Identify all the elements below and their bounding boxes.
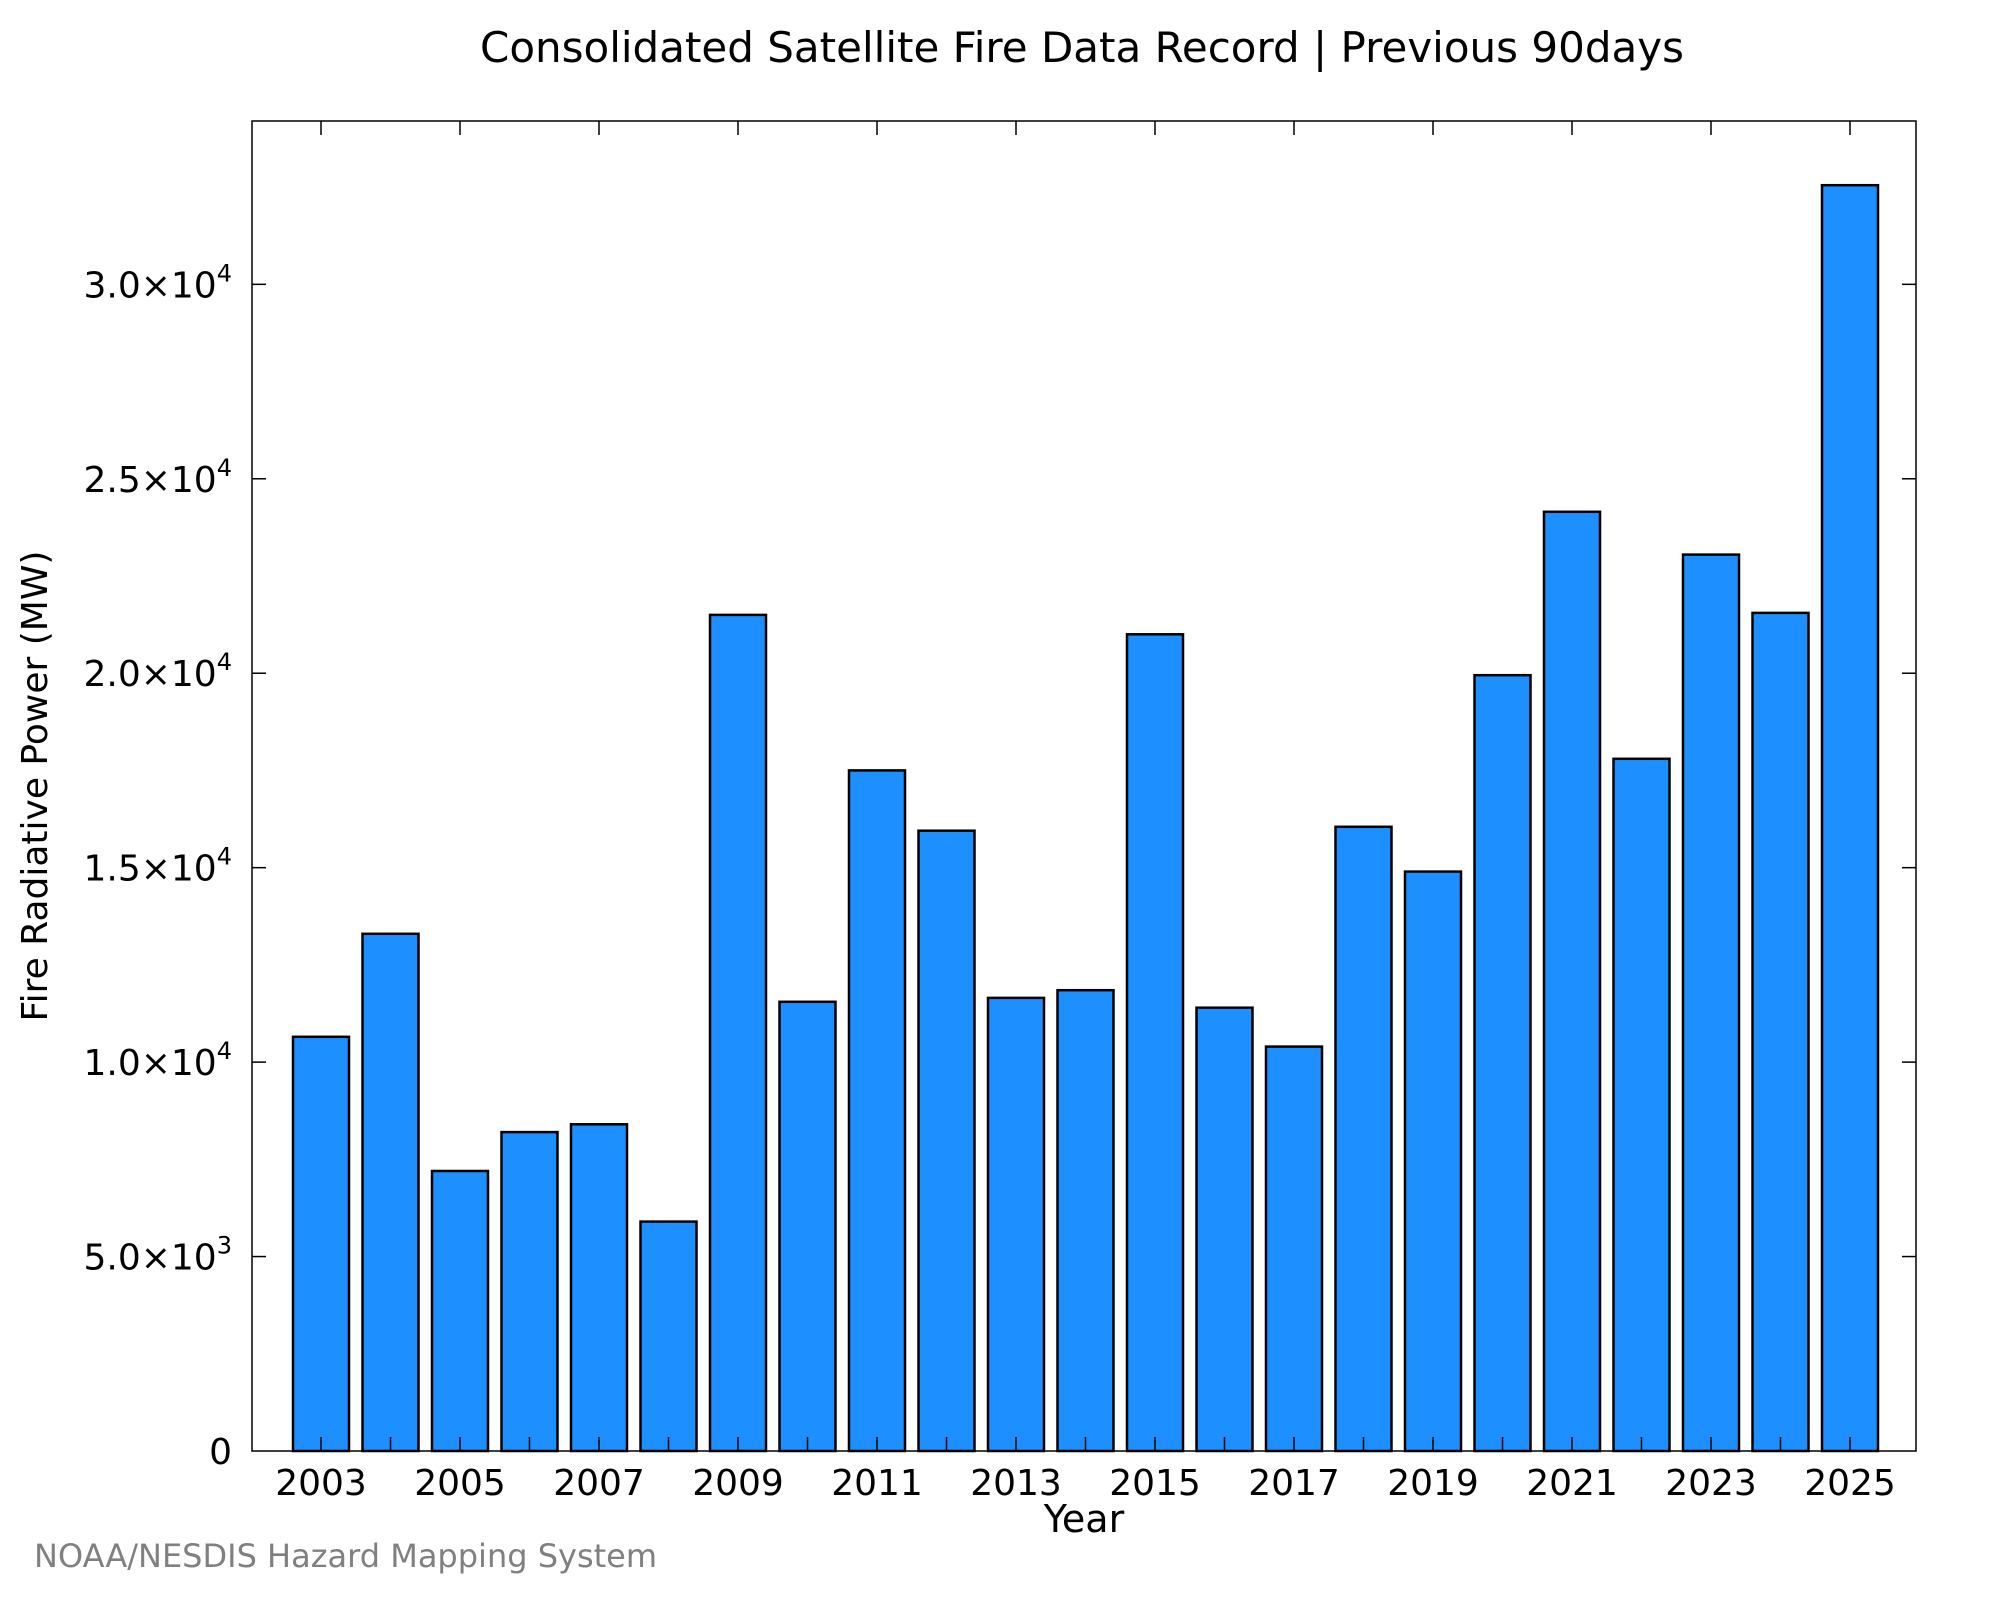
x-axis-title: Year [1043,1497,1125,1541]
bar-2011 [847,769,907,1453]
x-tick-label: 2013 [970,1463,1062,1504]
bar-2004 [361,932,420,1453]
y-tick-label: 5.0×103 [83,1232,232,1279]
ticks-layer [252,121,1916,1451]
bar-2005 [430,1169,490,1453]
source-credit: NOAA/NESDIS Hazard Mapping System [34,1537,658,1575]
y-tick-labels: 0 5.0×103 1.0×104 1.5×104 2.0×104 2.5×104 3.0×… [83,259,232,1473]
bar-2008 [639,1220,698,1453]
bar-2025 [1820,183,1880,1453]
y-tick-label: 0 [209,1432,232,1473]
y-tick-label: 2.0×104 [83,648,232,695]
bar-2015 [1125,633,1185,1453]
bar-2024 [1751,611,1810,1453]
bar-2014 [1056,988,1115,1453]
bar-2003 [291,1035,351,1453]
x-tick-label: 2019 [1387,1463,1479,1504]
x-tick-label: 2011 [831,1463,923,1504]
bar-2007 [569,1123,629,1453]
bar-2018 [1334,825,1393,1453]
bar-2020 [1473,673,1532,1453]
y-tick-label: 1.5×104 [83,843,232,890]
bar-2021 [1542,510,1602,1453]
y-tick-label: 2.5×104 [83,454,232,501]
bar-2009 [708,613,768,1453]
bar-2022 [1612,757,1671,1453]
x-tick-labels: 2003 2005 2007 2009 2011 2013 2015 2017 2019 2021… [275,1463,1896,1504]
bar-2017 [1264,1045,1324,1453]
bar-2006 [500,1130,559,1453]
x-tick-label: 2025 [1804,1463,1896,1504]
x-tick-label: 2017 [1248,1463,1340,1504]
bar-2010 [778,1000,837,1453]
x-tick-label: 2021 [1526,1463,1618,1504]
x-tick-label: 2005 [414,1463,506,1504]
x-tick-label: 2003 [275,1463,367,1504]
x-tick-label: 2023 [1665,1463,1757,1504]
bar-2016 [1195,1006,1254,1453]
plot-frame [251,120,1917,1452]
x-tick-label: 2015 [1109,1463,1201,1504]
x-tick-label: 2009 [692,1463,784,1504]
bar-2023 [1681,553,1741,1453]
chart-title: Consolidated Satellite Fire Data Record … [480,23,1684,72]
bar-2013 [986,996,1046,1453]
y-tick-label: 1.0×104 [83,1037,232,1084]
y-tick-label: 3.0×104 [83,259,232,306]
y-axis-title: Fire Radiative Power (MW) [15,551,56,1022]
bar-2012 [917,829,976,1453]
bars-layer [291,183,1880,1453]
bar-2019 [1403,870,1463,1453]
x-tick-label: 2007 [553,1463,645,1504]
